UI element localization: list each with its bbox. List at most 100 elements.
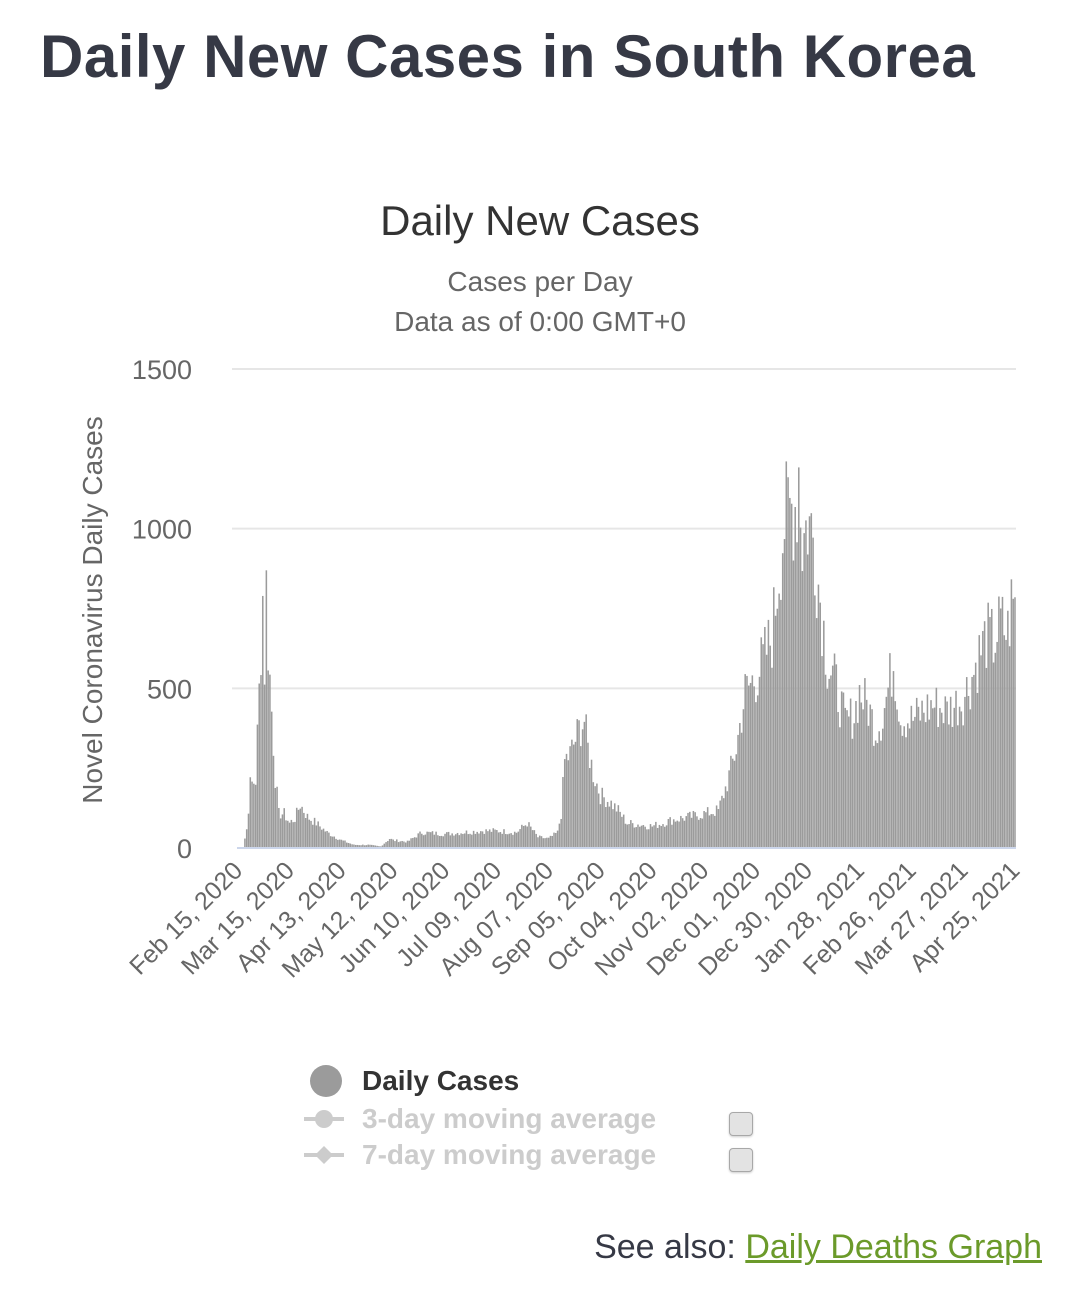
bar — [962, 725, 964, 848]
bar — [946, 701, 948, 848]
bar — [413, 837, 416, 848]
bar — [417, 833, 419, 848]
7-day-average-checkbox[interactable] — [729, 1148, 753, 1172]
bar — [676, 820, 679, 848]
bar — [485, 829, 487, 848]
bar — [576, 719, 579, 848]
bar — [349, 843, 352, 848]
bar — [873, 745, 875, 848]
bar — [751, 675, 754, 848]
bar — [957, 725, 959, 848]
bar — [1007, 610, 1009, 848]
bar — [506, 834, 509, 848]
bar — [558, 823, 561, 848]
bar — [333, 836, 336, 848]
bar — [898, 721, 900, 848]
bar — [263, 684, 266, 848]
bar — [949, 696, 952, 848]
bar — [823, 620, 825, 848]
bar — [681, 818, 684, 848]
bar — [251, 781, 253, 848]
bar — [697, 819, 700, 848]
bar — [767, 619, 770, 848]
bar — [340, 839, 343, 848]
bar — [731, 758, 734, 848]
bar — [978, 635, 981, 848]
bar — [428, 831, 430, 848]
bar — [421, 833, 423, 848]
bar — [478, 833, 480, 848]
bar — [396, 839, 398, 848]
bar — [431, 831, 434, 848]
bar — [726, 791, 729, 848]
bar — [331, 836, 334, 848]
legend-item-7-day-moving-average[interactable]: 7-day moving average — [300, 1137, 656, 1173]
bar — [265, 570, 268, 848]
bar — [951, 726, 954, 848]
bar — [471, 834, 473, 848]
bar — [737, 734, 739, 848]
bar — [967, 695, 970, 848]
legend-label: 3-day moving average — [362, 1103, 657, 1134]
bar — [733, 760, 736, 848]
bar — [563, 759, 566, 848]
bar — [267, 670, 269, 848]
bar — [290, 819, 293, 848]
bar — [801, 571, 804, 848]
bar — [488, 829, 491, 848]
bar — [905, 737, 907, 848]
bar — [465, 830, 468, 848]
legend-item-3-day-moving-average[interactable]: 3-day moving average — [300, 1101, 656, 1137]
bar — [592, 782, 595, 848]
bar — [758, 676, 761, 848]
bar — [853, 723, 855, 848]
bar — [883, 708, 886, 848]
bar — [310, 820, 312, 848]
3-day-average-checkbox[interactable] — [729, 1112, 753, 1136]
bar — [971, 676, 973, 848]
bar — [910, 705, 913, 848]
legend-circle-icon — [310, 1065, 342, 1097]
bar — [714, 815, 716, 848]
bar — [631, 823, 634, 848]
bar — [410, 838, 412, 848]
bar — [855, 701, 857, 848]
bar — [701, 818, 704, 848]
bar — [392, 839, 394, 848]
bar — [588, 768, 591, 848]
legend-item-daily-cases[interactable]: Daily Cases — [300, 1063, 519, 1099]
bar — [528, 822, 530, 848]
bar — [294, 821, 296, 848]
bar — [244, 838, 246, 848]
bar — [524, 825, 527, 848]
bar — [260, 675, 262, 848]
bar — [728, 770, 730, 848]
bar — [320, 829, 323, 848]
bar — [930, 700, 932, 848]
bar — [831, 665, 834, 848]
bar — [798, 467, 800, 848]
bar — [903, 726, 905, 848]
bar — [581, 729, 584, 848]
bar — [803, 533, 805, 848]
bar — [338, 839, 341, 848]
bar — [635, 827, 637, 848]
bar — [656, 827, 659, 848]
bar — [846, 710, 848, 848]
bar — [655, 821, 657, 848]
bar — [567, 760, 570, 848]
bar — [372, 845, 375, 848]
bar — [249, 777, 252, 848]
bar — [651, 826, 654, 848]
bars — [237, 461, 1016, 849]
bar — [247, 813, 250, 848]
bar — [501, 833, 503, 848]
daily-deaths-graph-link[interactable]: Daily Deaths Graph — [745, 1228, 1042, 1266]
bar — [744, 674, 746, 848]
bar — [653, 825, 655, 848]
bar — [1014, 597, 1016, 848]
bar — [279, 818, 282, 848]
bar — [889, 653, 891, 848]
bar — [254, 784, 257, 848]
bar — [937, 726, 939, 848]
